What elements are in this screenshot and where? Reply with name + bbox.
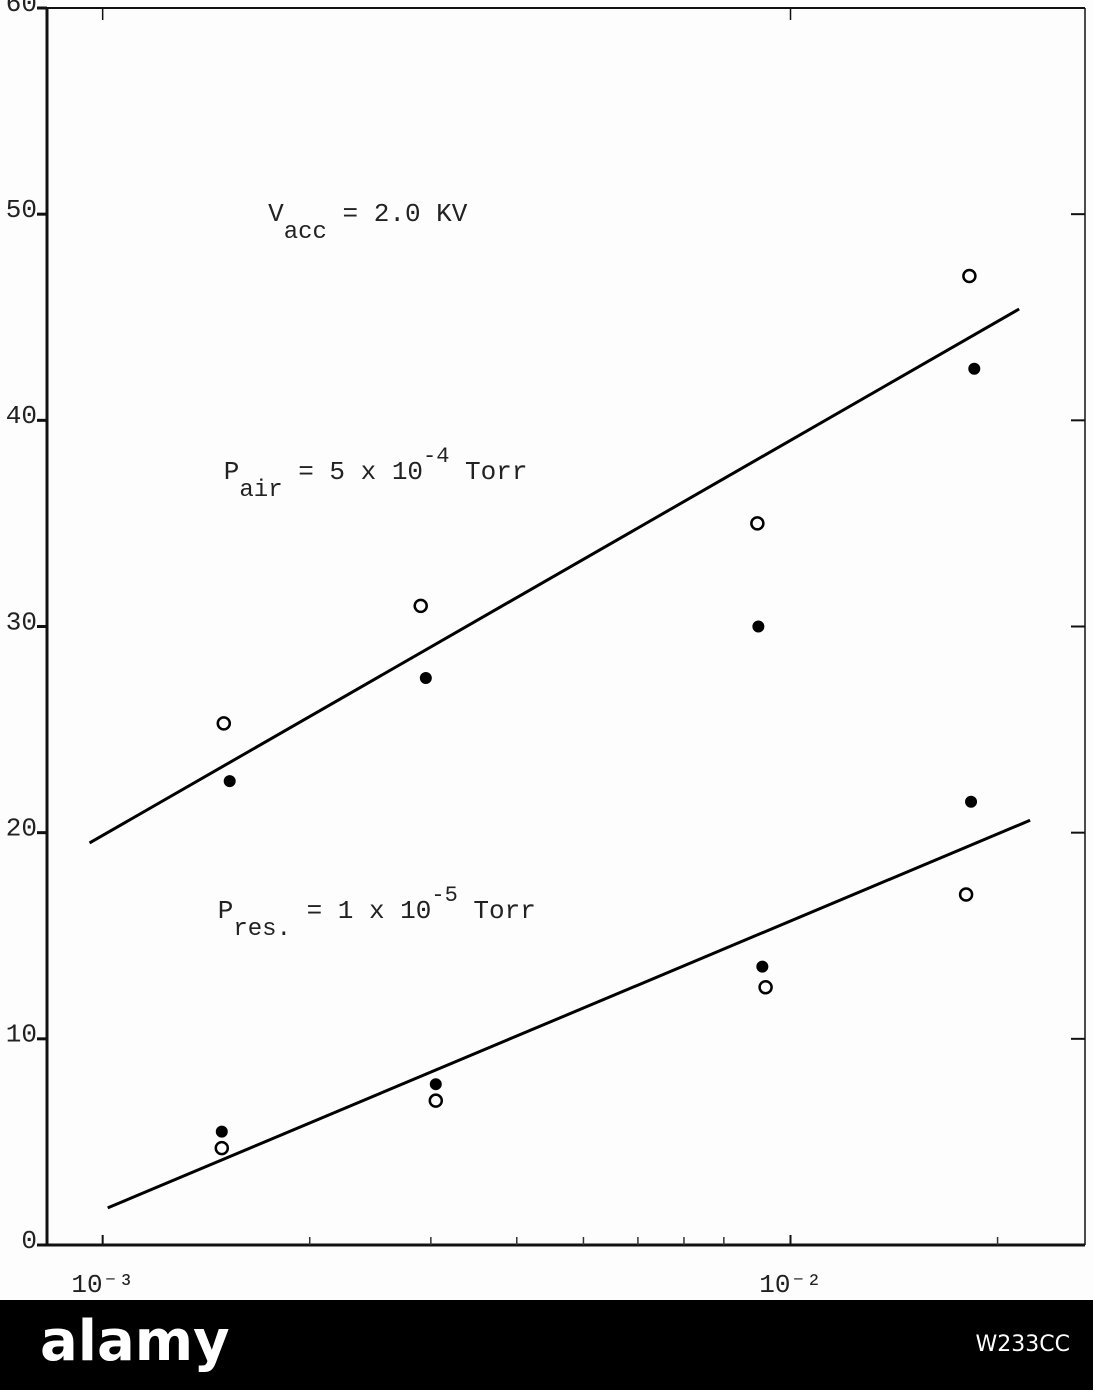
annotation-part: = 5 x 10 — [283, 457, 423, 487]
filled-point — [752, 620, 765, 633]
x-tick-label: 10⁻³ — [71, 1270, 133, 1300]
annotation-part: V — [268, 199, 284, 229]
y-tick-label: 0 — [21, 1226, 37, 1256]
open-point — [962, 268, 977, 284]
annotation-part: res. — [233, 916, 291, 943]
y-tick-label: 30 — [6, 607, 37, 637]
open-point — [216, 716, 232, 731]
annotation-part: Torr — [449, 457, 527, 487]
open-point — [428, 1093, 444, 1108]
annotation-part: Torr — [458, 896, 536, 926]
watermark-id: W233CC — [976, 1332, 1070, 1357]
annotation-part: P — [218, 896, 234, 926]
annotation-part: P — [224, 457, 240, 487]
annotation-part: = 1 x 10 — [291, 896, 431, 926]
annotation-part: = 2.0 KV — [327, 199, 468, 229]
filled-point — [965, 795, 978, 808]
open-point — [758, 980, 773, 995]
fit-line — [107, 818, 1031, 1210]
annotation-part: -4 — [423, 444, 449, 469]
open-point — [958, 887, 974, 902]
filled-point — [223, 775, 236, 788]
y-tick-label: 50 — [6, 195, 37, 225]
paper — [0, 0, 1093, 1300]
filled-point — [756, 960, 769, 973]
annotation-part: air — [239, 477, 282, 504]
open-point — [750, 516, 765, 531]
watermark-bar — [0, 1300, 1093, 1390]
x-tick-label: 10⁻² — [759, 1270, 821, 1300]
open-point — [214, 1140, 230, 1156]
y-tick-label: 10 — [6, 1020, 37, 1050]
annotation: Vacc = 2.0 KV — [268, 199, 468, 246]
y-tick-label: 20 — [6, 814, 37, 844]
fit-line — [88, 307, 1020, 845]
annotation: Pair = 5 x 10-4 Torr — [224, 444, 528, 505]
annotation-part: acc — [284, 220, 327, 247]
annotation: Pres. = 1 x 10-5 Torr — [218, 883, 536, 944]
filled-point — [419, 672, 432, 685]
filled-point — [429, 1078, 442, 1091]
annotation-part: -5 — [431, 883, 457, 908]
y-tick-label: 40 — [6, 401, 37, 431]
watermark-brand: alamy — [40, 1309, 230, 1374]
open-point — [413, 598, 428, 614]
y-tick-label: 60 — [6, 0, 37, 19]
filled-point — [968, 362, 981, 375]
filled-point — [215, 1125, 228, 1138]
